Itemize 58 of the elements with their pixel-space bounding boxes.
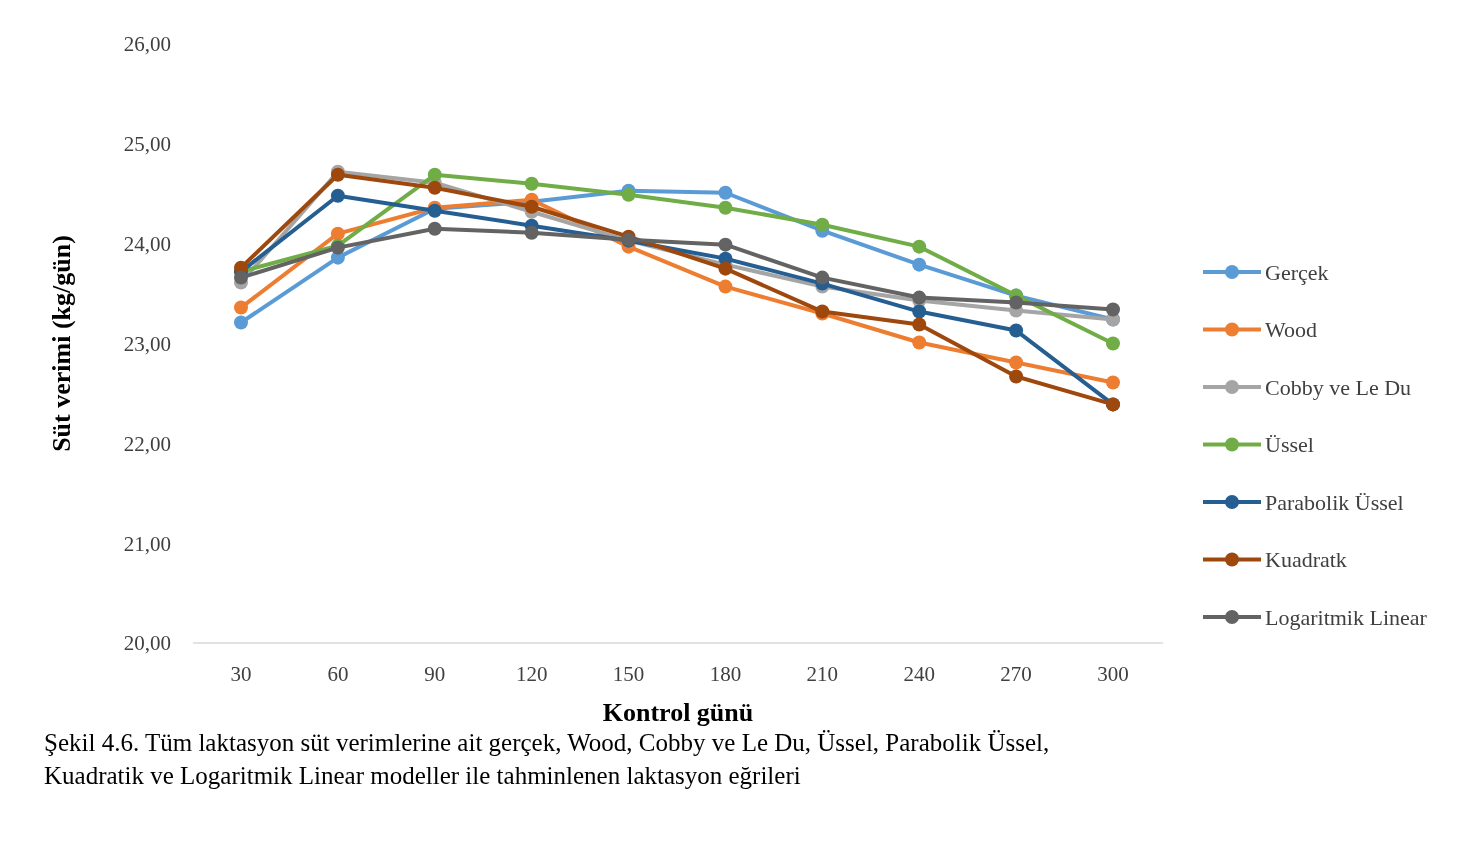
x-tick-label: 270 [1000, 662, 1032, 686]
legend-label: Kuadratk [1265, 547, 1347, 573]
text: Şekil 4.6. Tüm laktasyon süt verimlerine ait gerçek, Wood, Cobby ve Le Du, Üssel, Parabolik Üssel, Kuadratik ve Logaritmik Linear modeller ile tahminlenen laktasyon eğrileri [44, 729, 1050, 789]
point [524, 225, 539, 240]
point [427, 167, 442, 182]
y-tick-label: 21,00 [123, 531, 171, 556]
legend-label: Parabolik Üssel [1265, 489, 1404, 515]
point [718, 185, 733, 200]
x-tick-label: 180 [709, 662, 742, 686]
point [718, 279, 733, 294]
point [1009, 355, 1024, 370]
point [1009, 323, 1024, 338]
y-tick-label: 23,00 [123, 331, 171, 356]
point [1106, 336, 1120, 351]
point [912, 335, 927, 350]
point [234, 300, 248, 315]
point [912, 304, 927, 319]
x-tick-label: 60 [327, 662, 349, 686]
legend-label: Cobby ve Le Du [1265, 374, 1412, 400]
point [234, 315, 248, 330]
x-tick-label: 120 [515, 662, 548, 686]
point [718, 200, 733, 215]
x-tick-label: 90 [424, 662, 446, 686]
point [815, 270, 830, 285]
point [912, 239, 927, 254]
x-axis-title: Kontrol günü [602, 698, 754, 727]
point [718, 261, 733, 276]
legend-label: Wood [1265, 317, 1318, 343]
y-tick-label: 20,00 [123, 631, 171, 656]
point [815, 217, 830, 232]
x-tick-label: 210 [806, 662, 839, 686]
legend-label: Üssel [1265, 432, 1314, 458]
legend-label: Gerçek [1265, 259, 1329, 285]
point [621, 187, 636, 202]
y-axis-title: Süt verimi (kg/gün) [47, 235, 76, 452]
point [1009, 369, 1024, 384]
point [1106, 302, 1120, 317]
point [427, 180, 442, 195]
point [330, 226, 345, 241]
point [330, 188, 345, 203]
x-tick-label: 150 [612, 662, 645, 686]
point [427, 221, 442, 236]
point [524, 176, 539, 191]
legend-label: Logaritmik Linear [1265, 604, 1428, 630]
point [234, 270, 248, 285]
point [912, 257, 927, 272]
x-tick-label: 240 [903, 662, 935, 686]
y-tick-label: 24,00 [123, 232, 171, 257]
x-tick-label: 300 [1097, 662, 1129, 686]
x-tick-label: 30 [230, 662, 252, 686]
point [718, 237, 733, 252]
y-tick-label: 26,00 [123, 32, 171, 57]
point [1106, 375, 1120, 390]
point [1009, 295, 1024, 310]
y-tick-label: 22,00 [123, 431, 171, 456]
point [524, 199, 539, 214]
point [912, 317, 927, 332]
y-tick-label: 25,00 [123, 132, 171, 157]
